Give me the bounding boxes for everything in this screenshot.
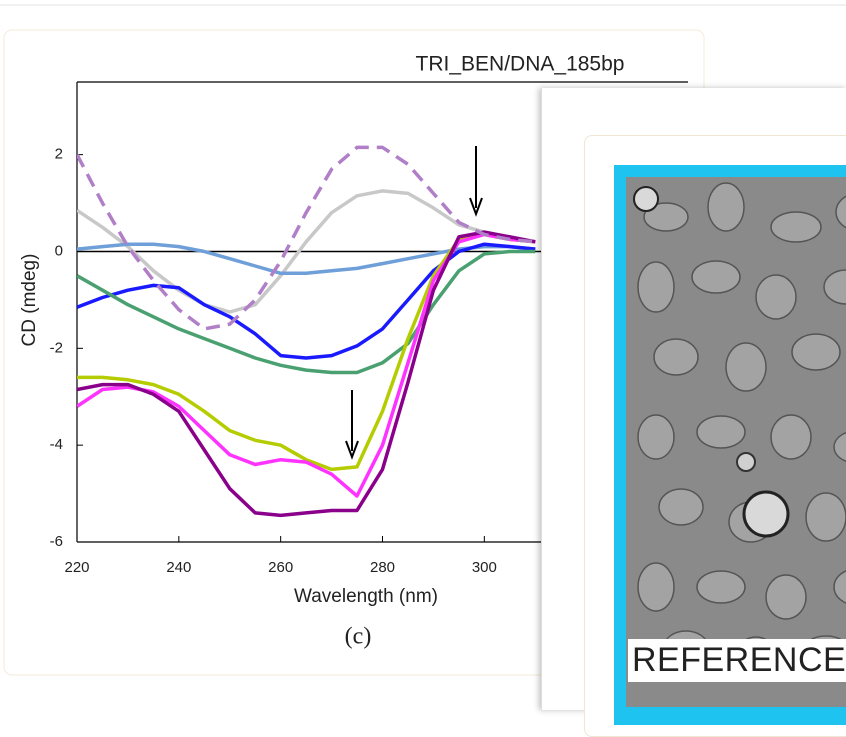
y-tick-label: -4 [50, 436, 63, 453]
round-cell [744, 492, 788, 536]
overlay-panel: REFERENCE [541, 88, 846, 710]
figure-caption: (c) [345, 624, 372, 650]
y-tick-label: -2 [50, 339, 63, 356]
y-axis-label: CD (mdeg) [19, 254, 40, 347]
x-tick-label: 300 [472, 559, 497, 576]
x-tick-label: 260 [268, 559, 293, 576]
y-tick-label: 2 [55, 146, 63, 163]
x-tick-label: 280 [370, 559, 395, 576]
round-cell [737, 453, 755, 471]
y-tick-label: -6 [50, 533, 63, 550]
x-tick-label: 220 [64, 559, 89, 576]
series-group [77, 147, 535, 515]
cell-image [626, 177, 846, 707]
image-card: REFERENCE [584, 135, 846, 737]
reference-label: REFERENCE [628, 639, 846, 682]
x-tick-label: 240 [166, 559, 191, 576]
chart-title: TRI_BEN/DNA_185bp [416, 53, 625, 76]
image-frame: REFERENCE [614, 165, 846, 725]
round-cell [634, 187, 658, 211]
y-tick-label: 0 [55, 242, 63, 259]
page: TRI_BEN/DNA_185bp CD (mdeg) Wavelength (… [0, 0, 846, 710]
x-axis-label: Wavelength (nm) [294, 586, 438, 607]
